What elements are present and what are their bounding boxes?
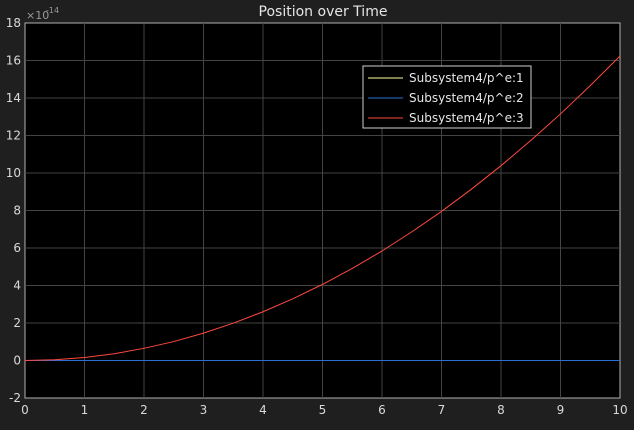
series-lines [24, 55, 621, 361]
legend-label-2: Subsystem4/p^e:2 [409, 91, 524, 105]
legend[interactable]: Subsystem4/p^e:1 Subsystem4/p^e:2 Subsyste… [362, 65, 532, 129]
y-tick-label: 16 [6, 54, 21, 68]
x-axis-ticks: 0 1 2 3 4 5 6 7 8 9 10 [21, 403, 627, 417]
legend-label-3: Subsystem4/p^e:3 [409, 111, 524, 125]
y-exponent-power: -14 [46, 6, 59, 15]
y-tick-label: 8 [13, 204, 21, 218]
x-tick-label: 7 [438, 403, 446, 417]
y-tick-label: 10 [6, 166, 21, 180]
x-tick-label: 1 [81, 403, 89, 417]
y-tick-label: 2 [13, 316, 21, 330]
x-tick-label: 3 [200, 403, 208, 417]
x-tick-label: 6 [378, 403, 386, 417]
chart-title: Position over Time [259, 4, 388, 20]
y-tick-label: 18 [6, 16, 21, 30]
x-tick-label: 4 [259, 403, 267, 417]
x-tick-label: 8 [497, 403, 505, 417]
legend-label-1: Subsystem4/p^e:1 [409, 71, 524, 85]
x-tick-label: 0 [21, 403, 29, 417]
y-tick-label: 0 [13, 354, 21, 368]
x-tick-label: 9 [557, 403, 565, 417]
y-tick-label: 12 [6, 129, 21, 143]
y-tick-label: 4 [13, 279, 21, 293]
y-tick-label: -2 [9, 391, 21, 405]
y-exponent-base: ×10 [26, 9, 49, 22]
x-tick-label: 2 [140, 403, 148, 417]
y-axis-ticks: -2 0 2 4 6 8 10 12 14 16 18 [6, 16, 21, 405]
x-tick-label: 10 [612, 403, 627, 417]
y-tick-label: 14 [6, 91, 21, 105]
series-line-3 [24, 55, 621, 361]
y-tick-label: 6 [13, 241, 21, 255]
x-tick-label: 5 [319, 403, 327, 417]
